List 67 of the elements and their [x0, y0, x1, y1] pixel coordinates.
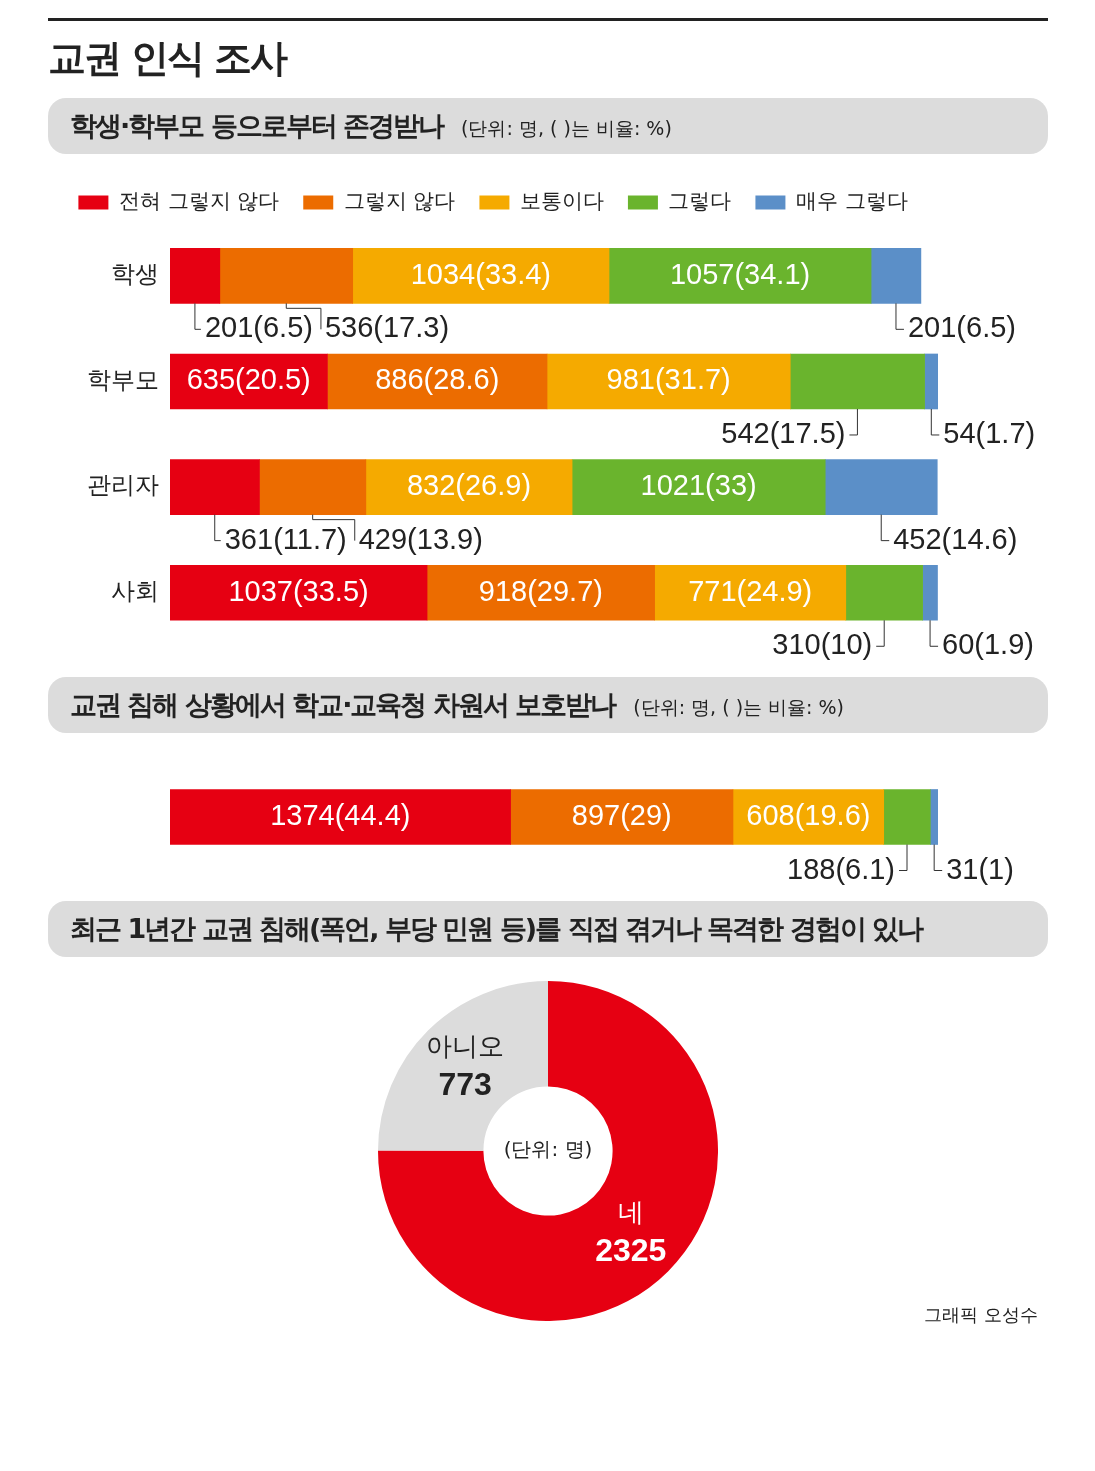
data-label: 773 — [438, 1065, 492, 1102]
data-label: 1057(34.1) — [669, 257, 811, 290]
bar — [170, 248, 221, 304]
bar — [789, 353, 925, 410]
legend-label: 그렇다 — [668, 188, 732, 213]
text: 그래픽 오성수 — [924, 1303, 1038, 1327]
data-label: 542(17.5) — [721, 416, 846, 449]
y-tick-label: 사회 — [111, 577, 159, 606]
bar — [426, 564, 655, 621]
data-label: 54(1.7) — [943, 416, 1036, 449]
bar — [546, 353, 791, 410]
data-label: 897(29) — [571, 799, 672, 831]
data-label: 832(26.9) — [406, 469, 532, 502]
bar — [365, 459, 573, 515]
data-label: 608(19.6) — [746, 799, 871, 831]
data-label: 1034(33.4) — [410, 257, 552, 290]
text: (단위: 명, ( )는 비율: %) — [633, 695, 845, 720]
data-label: 886(28.6) — [375, 363, 500, 396]
data-label: 60(1.9) — [942, 628, 1034, 661]
data-label: 361(11.7) — [224, 522, 347, 555]
bar — [219, 248, 354, 304]
data-label: 31(1) — [946, 852, 1014, 885]
bar — [170, 564, 428, 621]
data-label: 201(6.5) — [907, 311, 1016, 344]
data-label: 429(13.9) — [358, 522, 483, 555]
bar — [870, 248, 922, 304]
data-label: 452(14.6) — [893, 522, 1018, 555]
bar — [510, 789, 734, 845]
data-label: 201(6.5) — [204, 311, 313, 344]
data-label: 188(6.1) — [787, 852, 896, 885]
y-tick-label: 학부모 — [87, 365, 159, 394]
bar — [824, 459, 938, 515]
bar — [259, 459, 367, 515]
data-label: 635(20.5) — [186, 363, 311, 396]
data-label: 771(24.9) — [688, 574, 813, 607]
data-label: 536(17.3) — [324, 311, 450, 344]
chart-title: 교권 침해 상황에서 학교·교육청 차원서 보호받나 — [70, 688, 616, 722]
legend-label: 전혀 그렇지 않다 — [118, 188, 280, 213]
data-label: 1021(33) — [640, 469, 757, 502]
slice-label: 아니오 — [426, 1030, 505, 1061]
chart-subtitle: 학생·학부모 등으로부터 존경받나 — [70, 109, 444, 143]
bar — [883, 789, 931, 845]
chart-title: 최근 1년간 교권 침해(폭언, 부당 민원 등)를 직접 겪거나 목격한 경험이 있나 — [70, 912, 923, 946]
legend-label: 보통이다 — [519, 188, 604, 213]
bar — [608, 248, 872, 304]
bar — [924, 353, 938, 410]
bar — [352, 248, 610, 304]
text: (단위: 명) — [503, 1137, 593, 1162]
bar — [654, 564, 847, 621]
slice-label: 네 — [617, 1196, 644, 1227]
y-tick-label: 관리자 — [87, 471, 159, 500]
bar — [845, 564, 923, 621]
bar — [170, 789, 511, 845]
legend-label: 매우 그렇다 — [795, 188, 908, 213]
data-label: 1374(44.4) — [270, 799, 411, 831]
data-label: 310(10) — [772, 628, 873, 661]
data-label: 918(29.7) — [478, 574, 603, 607]
data-label: 2325 — [595, 1231, 667, 1268]
data-label: 981(31.7) — [606, 363, 731, 396]
bar — [922, 564, 938, 621]
legend-label: 그렇지 않다 — [343, 188, 456, 213]
bar — [571, 459, 826, 515]
y-tick-label: 학생 — [111, 260, 159, 289]
data-label: 1037(33.5) — [228, 574, 369, 607]
chart-title: 교권 인식 조사 — [48, 18, 1048, 84]
text: (단위: 명, ( )는 비율: %) — [461, 116, 672, 141]
bar — [170, 459, 260, 515]
